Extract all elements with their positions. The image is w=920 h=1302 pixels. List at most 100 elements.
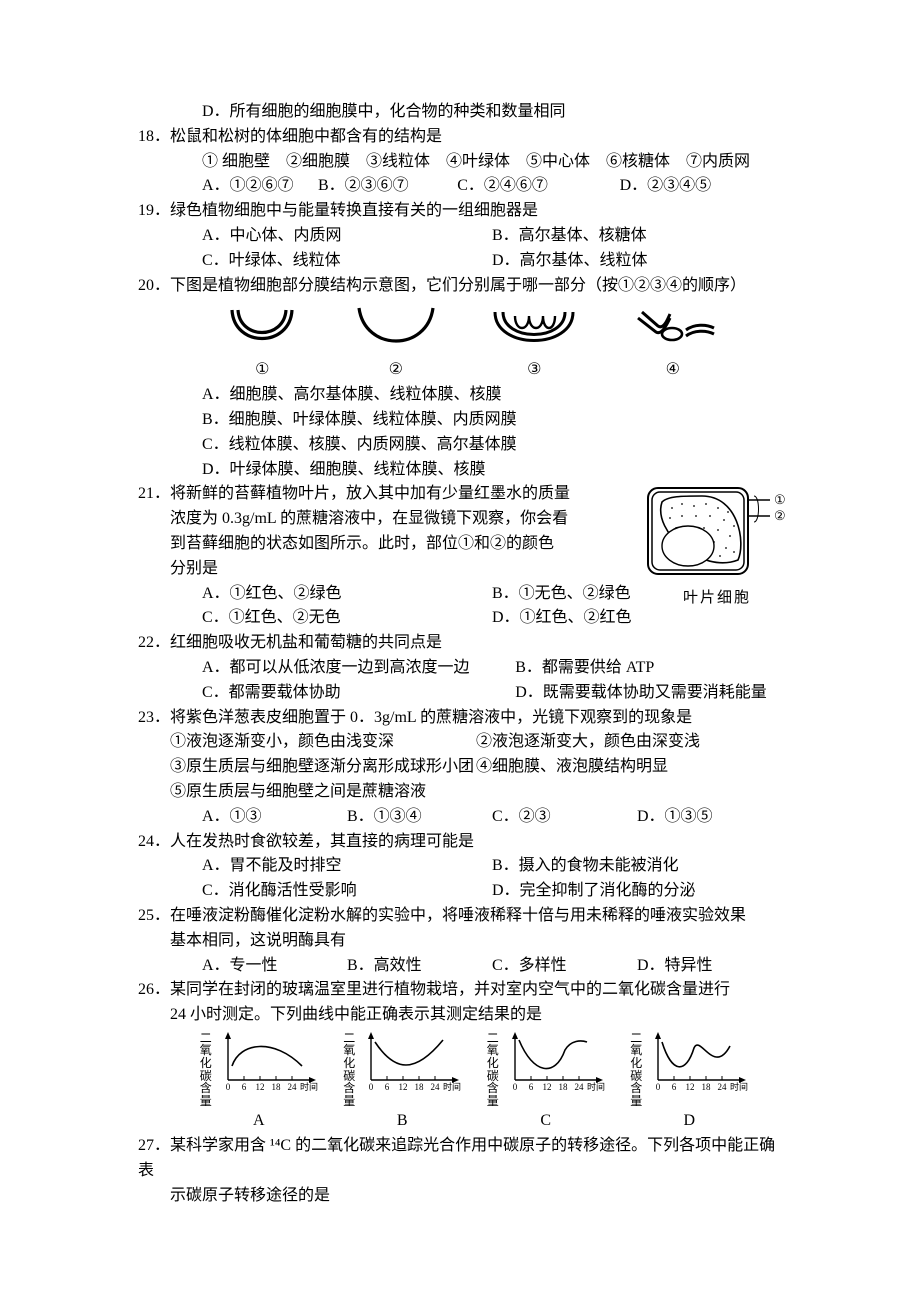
q23-num: 23． — [138, 709, 170, 726]
membrane-fig-1 — [222, 302, 302, 358]
q18-C: C．②④⑥⑦ — [457, 174, 619, 199]
co2-chart-A: 06121824时间 — [212, 1032, 320, 1098]
q25-A: A．专一性 — [202, 954, 347, 979]
leaf-cell-figure: ① ② 叶片细胞 — [642, 482, 792, 607]
q25-C: C．多样性 — [492, 954, 637, 979]
q20-fig-label-1: ① — [222, 358, 302, 383]
q27-stem1: 某科学家用含 ¹⁴C 的二氧化碳来追踪光合作用中碳原子的转移途径。下列各项中能正… — [138, 1137, 775, 1179]
q22-A: A．都可以从低浓度一边到高浓度一边 — [202, 656, 515, 681]
svg-text:时间: 时间 — [730, 1081, 748, 1092]
q24-stem: 人在发热时食欲较差，其直接的病理可能是 — [170, 833, 474, 850]
q19-num: 19． — [138, 202, 170, 219]
q21-stem2: 浓度为 0.3g/mL 的蔗糖溶液中，在显微镜下观察，你会看 — [170, 510, 568, 527]
curve-D — [662, 1042, 730, 1067]
svg-text:时间: 时间 — [300, 1081, 318, 1092]
q26-cap-C: C — [487, 1109, 607, 1134]
q21-C: C．①红色、②无色 — [202, 606, 492, 631]
q24-B: B．摄入的食物未能被消化 — [492, 854, 782, 879]
svg-text:0: 0 — [369, 1082, 374, 1092]
q24-D: D．完全抑制了消化酶的分泌 — [492, 879, 782, 904]
svg-text:0: 0 — [513, 1082, 518, 1092]
q21-D: D．①红色、②红色 — [492, 606, 782, 631]
q18-A: A．①②⑥⑦ — [202, 174, 318, 199]
q20-figure-row: ① ② ③ ④ — [138, 298, 782, 383]
svg-text:18: 18 — [271, 1082, 281, 1092]
cell-label-1: ① — [774, 492, 786, 507]
q24-num: 24． — [138, 833, 170, 850]
q21-stem3: 到苔藓细胞的状态如图所示。此时，部位①和②的颜色 — [170, 535, 554, 552]
q26-stem1: 某同学在封闭的玻璃温室里进行植物栽培，并对室内空气中的二氧化碳含量进行 — [170, 981, 730, 998]
svg-text:24: 24 — [431, 1082, 441, 1092]
q18-D: D．②③④⑤ — [620, 174, 782, 199]
q17-optD: D．所有细胞的细胞膜中，化合物的种类和数量相同 — [202, 103, 566, 120]
svg-text:24: 24 — [574, 1082, 584, 1092]
q24-A: A．胃不能及时排空 — [202, 854, 492, 879]
q20-A: A．细胞膜、高尔基体膜、线粒体膜、核膜 — [202, 386, 502, 403]
svg-text:18: 18 — [702, 1082, 712, 1092]
svg-text:12: 12 — [686, 1082, 695, 1092]
q20-C: C．线粒体膜、核膜、内质网膜、高尔基体膜 — [202, 436, 517, 453]
q26-cap-B: B — [343, 1109, 463, 1134]
svg-text:12: 12 — [399, 1082, 408, 1092]
svg-text:24: 24 — [718, 1082, 728, 1092]
q22-B: B．都需要供给 ATP — [515, 656, 782, 681]
q26-chart-row: 二氧化碳含量 06121824时间 A — [138, 1028, 782, 1134]
membrane-fig-2 — [351, 302, 441, 358]
q25-stem1: 在唾液淀粉酶催化淀粉水解的实验中，将唾液稀释十倍与用未稀释的唾液实验效果 — [170, 907, 746, 924]
q19-C: C．叶绿体、线粒体 — [202, 249, 492, 274]
q23-C: C．②③ — [492, 805, 637, 830]
q25-stem2: 基本相同，这说明酶具有 — [170, 932, 346, 949]
q27-num: 27． — [138, 1137, 170, 1154]
q18-num: 18． — [138, 128, 170, 145]
svg-text:0: 0 — [226, 1082, 231, 1092]
q21-num: 21． — [138, 485, 170, 502]
membrane-fig-3 — [489, 302, 579, 358]
cell-label-2: ② — [774, 508, 786, 523]
svg-text:6: 6 — [529, 1082, 534, 1092]
q23-i3: ③原生质层与细胞壁逐渐分离形成球形小团 — [170, 755, 476, 780]
co2-chart-C: 06121824时间 — [499, 1032, 607, 1098]
q21-stem1: 将新鲜的苔藓植物叶片，放入其中加有少量红墨水的质量 — [170, 485, 570, 502]
membrane-fig-4 — [628, 302, 718, 358]
q23-stem: 将紫色洋葱表皮细胞置于 0．3g/mL 的蔗糖溶液中，光镜下观察到的现象是 — [170, 709, 692, 726]
q25-B: B．高效性 — [347, 954, 492, 979]
svg-text:12: 12 — [255, 1082, 264, 1092]
svg-text:6: 6 — [242, 1082, 247, 1092]
q21-A: A．①红色、②绿色 — [202, 582, 492, 607]
q23-i1: ①液泡逐渐变小，颜色由浅变深 — [170, 730, 476, 755]
q19-D: D．高尔基体、线粒体 — [492, 249, 782, 274]
q27-stem2: 示碳原子转移途径的是 — [170, 1187, 330, 1204]
leaf-cell-caption: 叶片细胞 — [642, 590, 792, 607]
q22-C: C．都需要载体协助 — [202, 681, 515, 706]
q20-stem: 下图是植物细胞部分膜结构示意图，它们分别属于哪一部分（按①②③④的顺序） — [170, 277, 746, 294]
q22-num: 22． — [138, 634, 170, 651]
q23-B: B．①③④ — [347, 805, 492, 830]
co2-chart-D: 06121824时间 — [642, 1032, 750, 1098]
q20-D: D．叶绿体膜、细胞膜、线粒体膜、核膜 — [202, 461, 486, 478]
co2-chart-B: 0 6 12 18 24时间 — [355, 1032, 463, 1098]
q23-i4: ④细胞膜、液泡膜结构明显 — [476, 755, 782, 780]
q22-D: D．既需要载体协助又需要消耗能量 — [515, 681, 782, 706]
svg-text:6: 6 — [672, 1082, 677, 1092]
curve-B — [375, 1040, 443, 1065]
curve-A — [232, 1046, 302, 1066]
q26-ylabel-A: 二氧化碳含量 — [200, 1032, 212, 1108]
svg-text:时间: 时间 — [443, 1081, 461, 1092]
svg-text:18: 18 — [558, 1082, 568, 1092]
q18-B: B．②③⑥⑦ — [318, 174, 457, 199]
q26-ylabel-C: 二氧化碳含量 — [487, 1032, 499, 1108]
q22-stem: 红细胞吸收无机盐和葡萄糖的共同点是 — [170, 634, 442, 651]
q20-fig-label-3: ③ — [489, 358, 579, 383]
q18-stem: 松鼠和松树的体细胞中都含有的结构是 — [170, 128, 442, 145]
svg-text:18: 18 — [415, 1082, 425, 1092]
q19-stem: 绿色植物细胞中与能量转换直接有关的一组细胞器是 — [170, 202, 538, 219]
q26-stem2: 24 小时测定。下列曲线中能正确表示其测定结果的是 — [170, 1006, 542, 1023]
svg-text:6: 6 — [385, 1082, 390, 1092]
q26-ylabel-B: 二氧化碳含量 — [343, 1032, 355, 1108]
q26-cap-A: A — [200, 1109, 320, 1134]
q18-items: ① 细胞壁 ②细胞膜 ③线粒体 ④叶绿体 ⑤中心体 ⑥核糖体 ⑦内质网 — [202, 153, 750, 170]
q21-stem4: 分别是 — [170, 560, 218, 577]
q20-fig-label-2: ② — [351, 358, 441, 383]
curve-C — [519, 1040, 587, 1069]
q23-A: A．①③ — [202, 805, 347, 830]
